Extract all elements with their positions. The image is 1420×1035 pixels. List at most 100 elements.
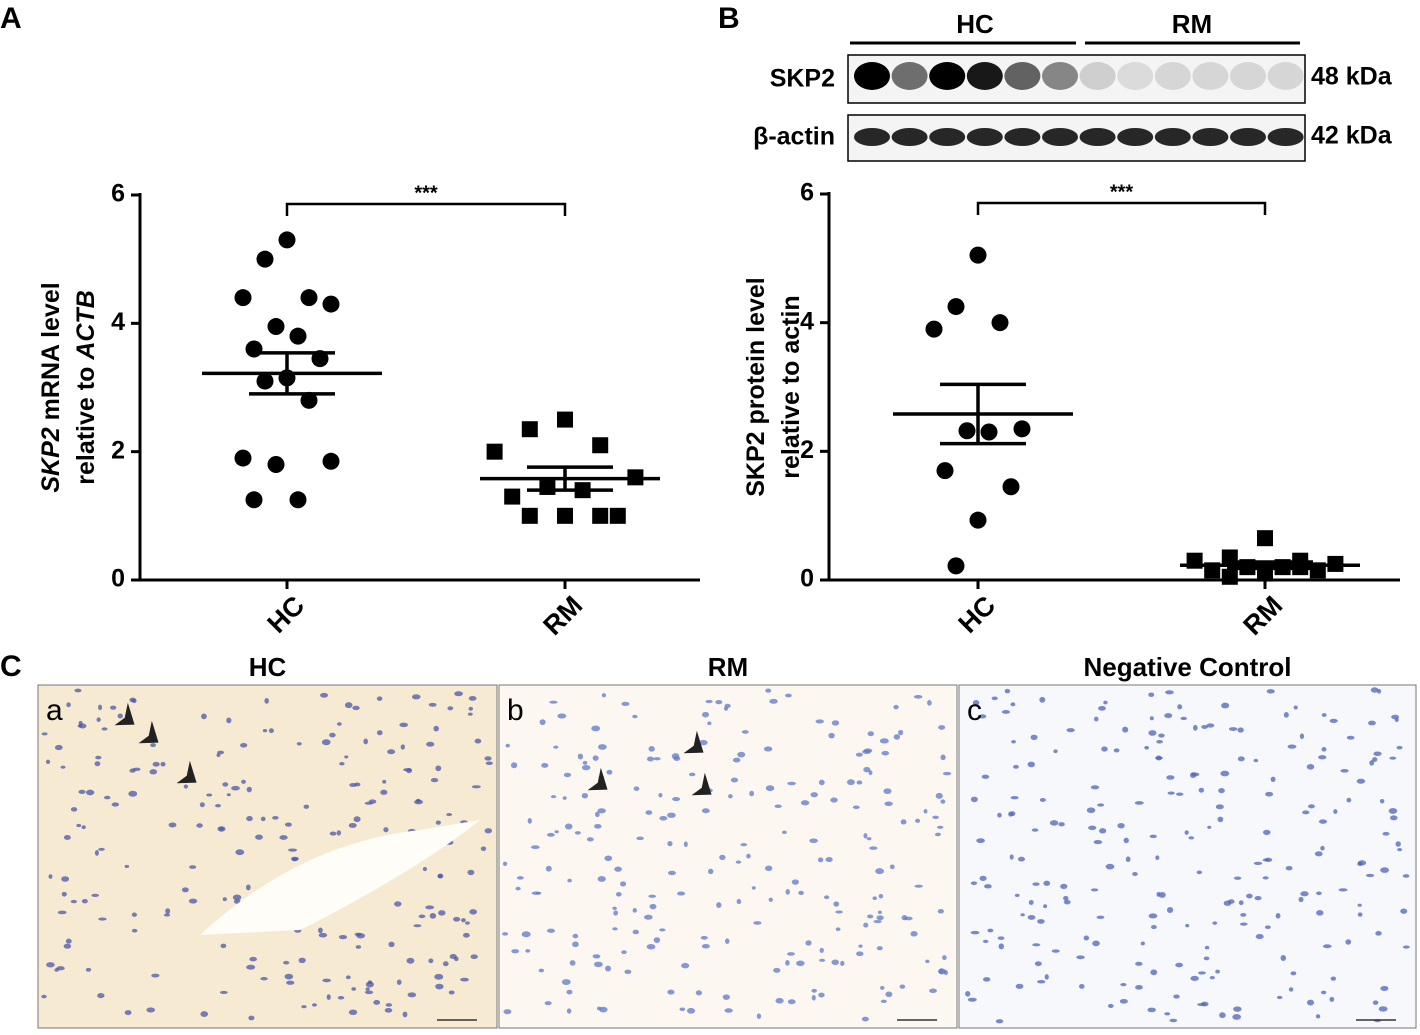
nucleus: [402, 1011, 408, 1018]
nucleus: [557, 713, 567, 719]
nucleus: [840, 960, 845, 967]
nucleus: [769, 698, 778, 704]
nucleus: [484, 828, 492, 834]
data-point: [289, 327, 307, 345]
nucleus: [1306, 764, 1315, 770]
nucleus: [940, 799, 946, 804]
nucleus: [521, 931, 531, 938]
nucleus: [1264, 925, 1271, 930]
nucleus: [686, 1007, 696, 1014]
nucleus: [1149, 716, 1154, 721]
nucleus: [348, 1009, 358, 1016]
nucleus: [539, 719, 546, 726]
nucleus: [1266, 689, 1275, 694]
nucleus: [511, 949, 520, 954]
x-tick-label: HC: [952, 590, 1001, 639]
nucleus: [1147, 1007, 1156, 1013]
data-point: [1257, 530, 1273, 547]
nucleus: [406, 957, 415, 964]
nucleus: [597, 744, 607, 750]
nucleus: [101, 727, 108, 731]
nucleus: [823, 895, 830, 900]
nucleus: [632, 714, 638, 719]
nucleus: [85, 789, 95, 796]
nucleus: [383, 827, 389, 833]
nucleus: [70, 807, 78, 812]
nucleus: [818, 992, 825, 998]
nucleus: [206, 793, 213, 797]
nucleus: [96, 717, 101, 722]
nucleus: [232, 894, 242, 901]
nucleus: [480, 846, 487, 852]
nucleus: [354, 782, 361, 787]
nucleus: [942, 955, 947, 961]
micrographs: HC a RM b Negative Control c: [37, 652, 1417, 1029]
nucleus: [1090, 785, 1100, 790]
nucleus: [594, 823, 602, 829]
nucleus: [846, 779, 855, 786]
data-point: [1221, 568, 1238, 585]
nucleus: [915, 818, 921, 823]
nucleus: [460, 977, 469, 982]
nucleus: [318, 927, 323, 934]
data-point: [1013, 420, 1031, 438]
nucleus: [515, 886, 521, 891]
nucleus: [735, 860, 742, 864]
nucleus: [636, 836, 644, 841]
nucleus: [541, 762, 549, 768]
nucleus: [279, 835, 288, 840]
nucleus: [751, 886, 756, 890]
nucleus: [1150, 969, 1158, 976]
data-point: [539, 478, 556, 495]
band: [891, 62, 928, 90]
nucleus: [893, 734, 901, 740]
nucleus: [997, 812, 1002, 818]
nucleus: [1190, 975, 1199, 981]
nucleus: [351, 987, 357, 991]
nucleus: [1167, 791, 1175, 795]
nucleus: [811, 988, 817, 993]
nucleus: [1378, 1006, 1388, 1012]
micrograph-title: Negative Control: [1083, 652, 1291, 682]
nucleus: [737, 751, 746, 758]
nucleus: [1280, 955, 1287, 962]
nucleus: [1288, 987, 1294, 992]
nucleus: [448, 990, 455, 995]
nucleus: [1346, 735, 1355, 740]
data-point: [947, 557, 965, 575]
nucleus: [129, 768, 136, 773]
nucleus: [353, 816, 361, 823]
nucleus: [831, 720, 840, 726]
band: [1117, 128, 1154, 146]
data-point: [958, 422, 976, 440]
nucleus: [867, 731, 874, 737]
nucleus: [648, 894, 657, 898]
nucleus: [981, 774, 990, 779]
nucleus: [554, 830, 559, 834]
nucleus: [63, 943, 72, 949]
nucleus: [1158, 733, 1165, 738]
nucleus: [1120, 983, 1127, 987]
nucleus: [1318, 819, 1328, 824]
nucleus: [880, 985, 885, 990]
nucleus: [1004, 688, 1011, 694]
nucleus: [982, 939, 989, 944]
nucleus: [433, 725, 439, 732]
data-point: [256, 250, 274, 268]
nucleus: [764, 865, 773, 872]
data-point: [289, 491, 307, 509]
y-tick-label: 4: [111, 308, 125, 336]
nucleus: [768, 897, 773, 902]
nucleus: [872, 896, 877, 901]
nucleus: [940, 754, 946, 761]
nucleus: [567, 878, 572, 883]
nucleus: [437, 874, 443, 879]
nucleus: [467, 869, 475, 876]
nucleus: [869, 846, 878, 850]
nucleus: [991, 696, 998, 701]
nucleus: [260, 977, 268, 981]
nucleus: [1370, 687, 1379, 693]
nucleus: [338, 935, 348, 940]
nucleus: [667, 989, 675, 995]
blot-label: SKP2: [770, 65, 835, 93]
